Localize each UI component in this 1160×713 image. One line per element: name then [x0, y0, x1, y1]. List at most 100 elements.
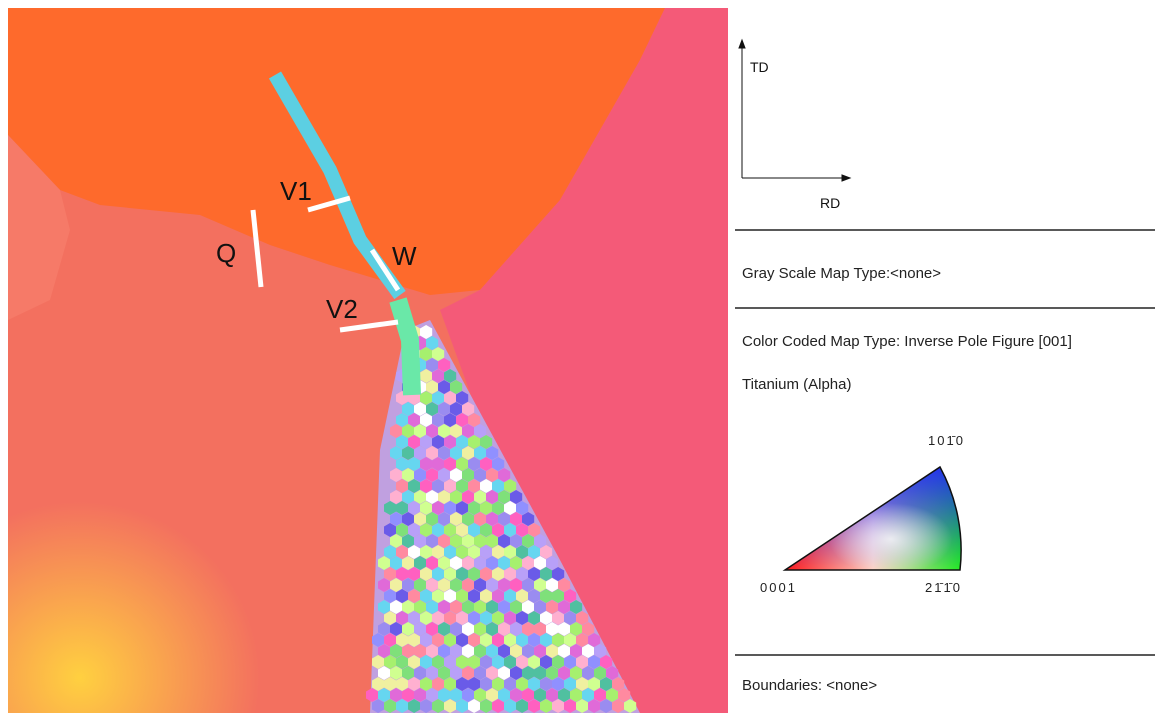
grain: [558, 666, 571, 680]
grain: [384, 589, 397, 603]
grain: [420, 545, 433, 559]
grain: [462, 402, 475, 416]
grain: [480, 589, 493, 603]
grain: [402, 622, 415, 636]
grain: [540, 567, 553, 581]
grain: [432, 369, 445, 383]
grain: [582, 644, 595, 658]
grain: [582, 688, 595, 702]
cyan-band: [268, 71, 406, 300]
grain: [414, 402, 427, 416]
grain: [384, 611, 397, 625]
grain: [396, 523, 409, 537]
grain: [504, 677, 517, 691]
grain: [378, 578, 391, 592]
grain: [426, 402, 439, 416]
grain: [372, 633, 385, 647]
grain: [396, 655, 409, 669]
grain: [450, 380, 463, 394]
grain: [576, 633, 589, 647]
grain: [588, 633, 601, 647]
grain: [384, 677, 397, 691]
grain: [468, 699, 481, 713]
grain: [624, 699, 637, 713]
grain: [444, 567, 457, 581]
grain: [588, 655, 601, 669]
grain: [540, 589, 553, 603]
grain: [420, 369, 433, 383]
grain: [492, 479, 505, 493]
grain: [396, 413, 409, 427]
grain: [534, 600, 547, 614]
grain: [396, 457, 409, 471]
grain: [462, 578, 475, 592]
grain: [408, 435, 421, 449]
grain: [384, 523, 397, 537]
grain: [474, 424, 487, 438]
grain: [600, 677, 613, 691]
grain: [558, 600, 571, 614]
grain: [384, 545, 397, 559]
grain: [384, 567, 397, 581]
grain: [522, 556, 535, 570]
grain: [588, 699, 601, 713]
grain: [474, 556, 487, 570]
grain: [450, 424, 463, 438]
grain: [486, 534, 499, 548]
grain: [390, 644, 403, 658]
grain: [420, 633, 433, 647]
grain: [438, 446, 451, 460]
grain: [456, 545, 469, 559]
grain: [420, 479, 433, 493]
grain: [498, 622, 511, 636]
grain: [414, 644, 427, 658]
grain: [576, 611, 589, 625]
label-q: Q: [216, 238, 236, 268]
grain: [462, 600, 475, 614]
grain: [462, 490, 475, 504]
grain: [486, 556, 499, 570]
grain: [450, 688, 463, 702]
grain: [468, 567, 481, 581]
grain: [420, 611, 433, 625]
grain: [444, 589, 457, 603]
grain: [528, 567, 541, 581]
grain: [522, 600, 535, 614]
grain: [498, 468, 511, 482]
grain: [462, 688, 475, 702]
grain: [528, 545, 541, 559]
grain: [450, 534, 463, 548]
grain: [594, 666, 607, 680]
grain: [498, 666, 511, 680]
grain: [534, 534, 547, 548]
grain: [582, 622, 595, 636]
grain: [474, 600, 487, 614]
grain: [522, 688, 535, 702]
grain: [426, 688, 439, 702]
grain: [444, 545, 457, 559]
grain: [468, 545, 481, 559]
grain: [552, 589, 565, 603]
grain: [408, 567, 421, 581]
grain: [522, 534, 535, 548]
grain: [462, 622, 475, 636]
grain: [456, 699, 469, 713]
grain: [450, 622, 463, 636]
grain: [480, 633, 493, 647]
grain: [444, 457, 457, 471]
grain: [546, 556, 559, 570]
grain: [438, 380, 451, 394]
grain: [498, 490, 511, 504]
grain: [504, 611, 517, 625]
grain: [432, 479, 445, 493]
grain: [426, 336, 439, 350]
line-q: [250, 209, 264, 288]
grain: [576, 699, 589, 713]
grain: [480, 501, 493, 515]
grain: [462, 446, 475, 460]
grain: [432, 677, 445, 691]
grain: [438, 402, 451, 416]
grain: [528, 655, 541, 669]
ipf-left-label: 0001: [760, 580, 797, 595]
grain: [444, 699, 457, 713]
